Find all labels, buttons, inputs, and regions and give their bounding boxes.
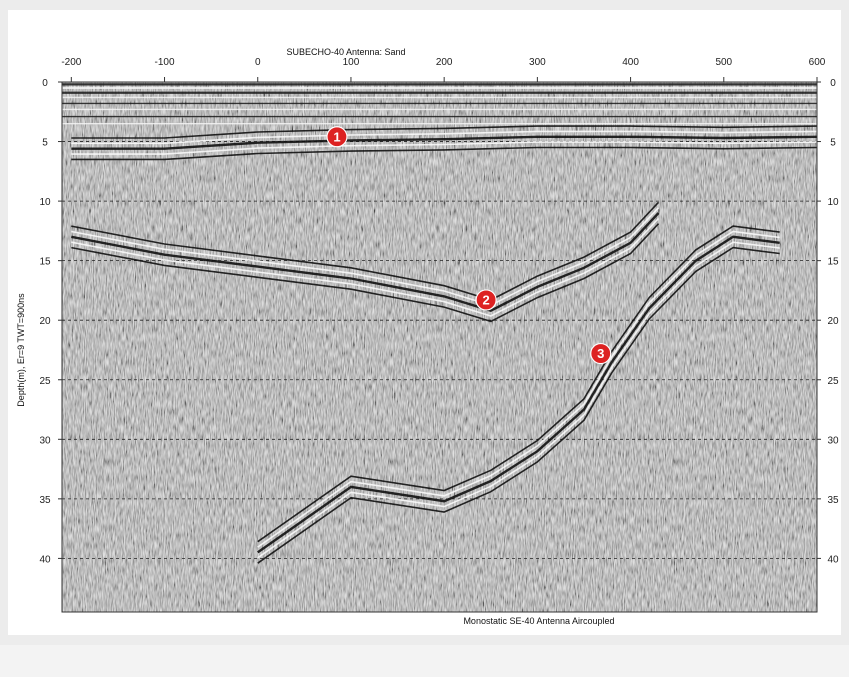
y-tick-label-left: 30 bbox=[39, 435, 51, 446]
marker-3-label: 3 bbox=[597, 346, 604, 361]
x-tick-label: 200 bbox=[436, 57, 453, 68]
reflector-2-line bbox=[71, 201, 660, 301]
reflector-3-line bbox=[257, 225, 780, 543]
x-tick-label: 100 bbox=[343, 57, 360, 68]
x-tick-label: 600 bbox=[809, 57, 826, 68]
x-tick-label: -100 bbox=[155, 57, 175, 68]
plot-area bbox=[62, 82, 817, 612]
y-tick-label-right: 15 bbox=[827, 257, 839, 268]
radargram-tone bbox=[62, 82, 817, 612]
x-tick-label: -200 bbox=[61, 57, 81, 68]
y-tick-label-left: 0 bbox=[42, 78, 48, 89]
reflector-2-line bbox=[71, 223, 660, 323]
marker-2-label: 2 bbox=[482, 292, 489, 307]
x-tick-label: 500 bbox=[715, 57, 732, 68]
reflector-2-line bbox=[71, 207, 660, 307]
y-tick-label-right: 40 bbox=[827, 554, 839, 565]
reflector-3-line bbox=[257, 235, 780, 554]
y-tick-label-left: 35 bbox=[39, 495, 51, 506]
reflector-2-line bbox=[71, 212, 660, 312]
reflector-1-line bbox=[71, 130, 817, 145]
y-tick-label-right: 35 bbox=[827, 495, 839, 506]
x-tick-label: 400 bbox=[622, 57, 639, 68]
y-tick-label-left: 5 bbox=[42, 138, 48, 149]
x-tick-label: 0 bbox=[255, 57, 261, 68]
marker-1-label: 1 bbox=[333, 129, 340, 144]
y-tick-label-left: 25 bbox=[39, 376, 51, 387]
x-tick-label: 300 bbox=[529, 57, 546, 68]
y-tick-label-left: 15 bbox=[39, 257, 51, 268]
marker-2-circle bbox=[475, 289, 497, 311]
y-tick-label-right: 0 bbox=[830, 78, 836, 89]
y-tick-label-right: 25 bbox=[827, 376, 839, 387]
y-tick-label-left: 20 bbox=[39, 316, 51, 327]
radargram-texture bbox=[62, 82, 817, 612]
y-tick-label-right: 10 bbox=[827, 197, 839, 208]
reflector-1-line bbox=[71, 141, 817, 155]
reflector-1-line bbox=[71, 135, 817, 150]
marker-1-circle bbox=[326, 126, 348, 148]
y-axis-label: Depth(m), Er=9 TWT=900ns bbox=[16, 293, 26, 407]
chart-subtitle: Monostatic SE-40 Antenna Aircoupled bbox=[463, 616, 614, 626]
surface-band bbox=[62, 83, 817, 125]
reflector-1-line bbox=[71, 125, 817, 139]
reflector-3-line bbox=[257, 241, 780, 559]
reflector-layer bbox=[71, 125, 817, 564]
reflector-2-line bbox=[71, 217, 660, 317]
marker-layer: 1 2 3 bbox=[326, 126, 612, 365]
y-tick-label-right: 30 bbox=[827, 435, 839, 446]
marker-3-circle bbox=[590, 342, 612, 365]
y-tick-label-left: 10 bbox=[39, 197, 51, 208]
footer-strip bbox=[0, 645, 849, 677]
reflector-1-line bbox=[71, 146, 817, 161]
y-tick-label-left: 40 bbox=[39, 554, 51, 565]
y-tick-label-right: 20 bbox=[827, 316, 839, 327]
reflector-3-line bbox=[257, 246, 780, 564]
reflector-3-line bbox=[257, 230, 780, 548]
chart-title: SUBECHO-40 Antenna: Sand bbox=[286, 47, 405, 57]
axes: -200 -100 0 100 200 300 400 500 600 0 0 5 5 10 10 15 15 2… bbox=[39, 57, 839, 613]
plot-border bbox=[61, 81, 818, 613]
y-tick-label-right: 5 bbox=[830, 138, 836, 149]
